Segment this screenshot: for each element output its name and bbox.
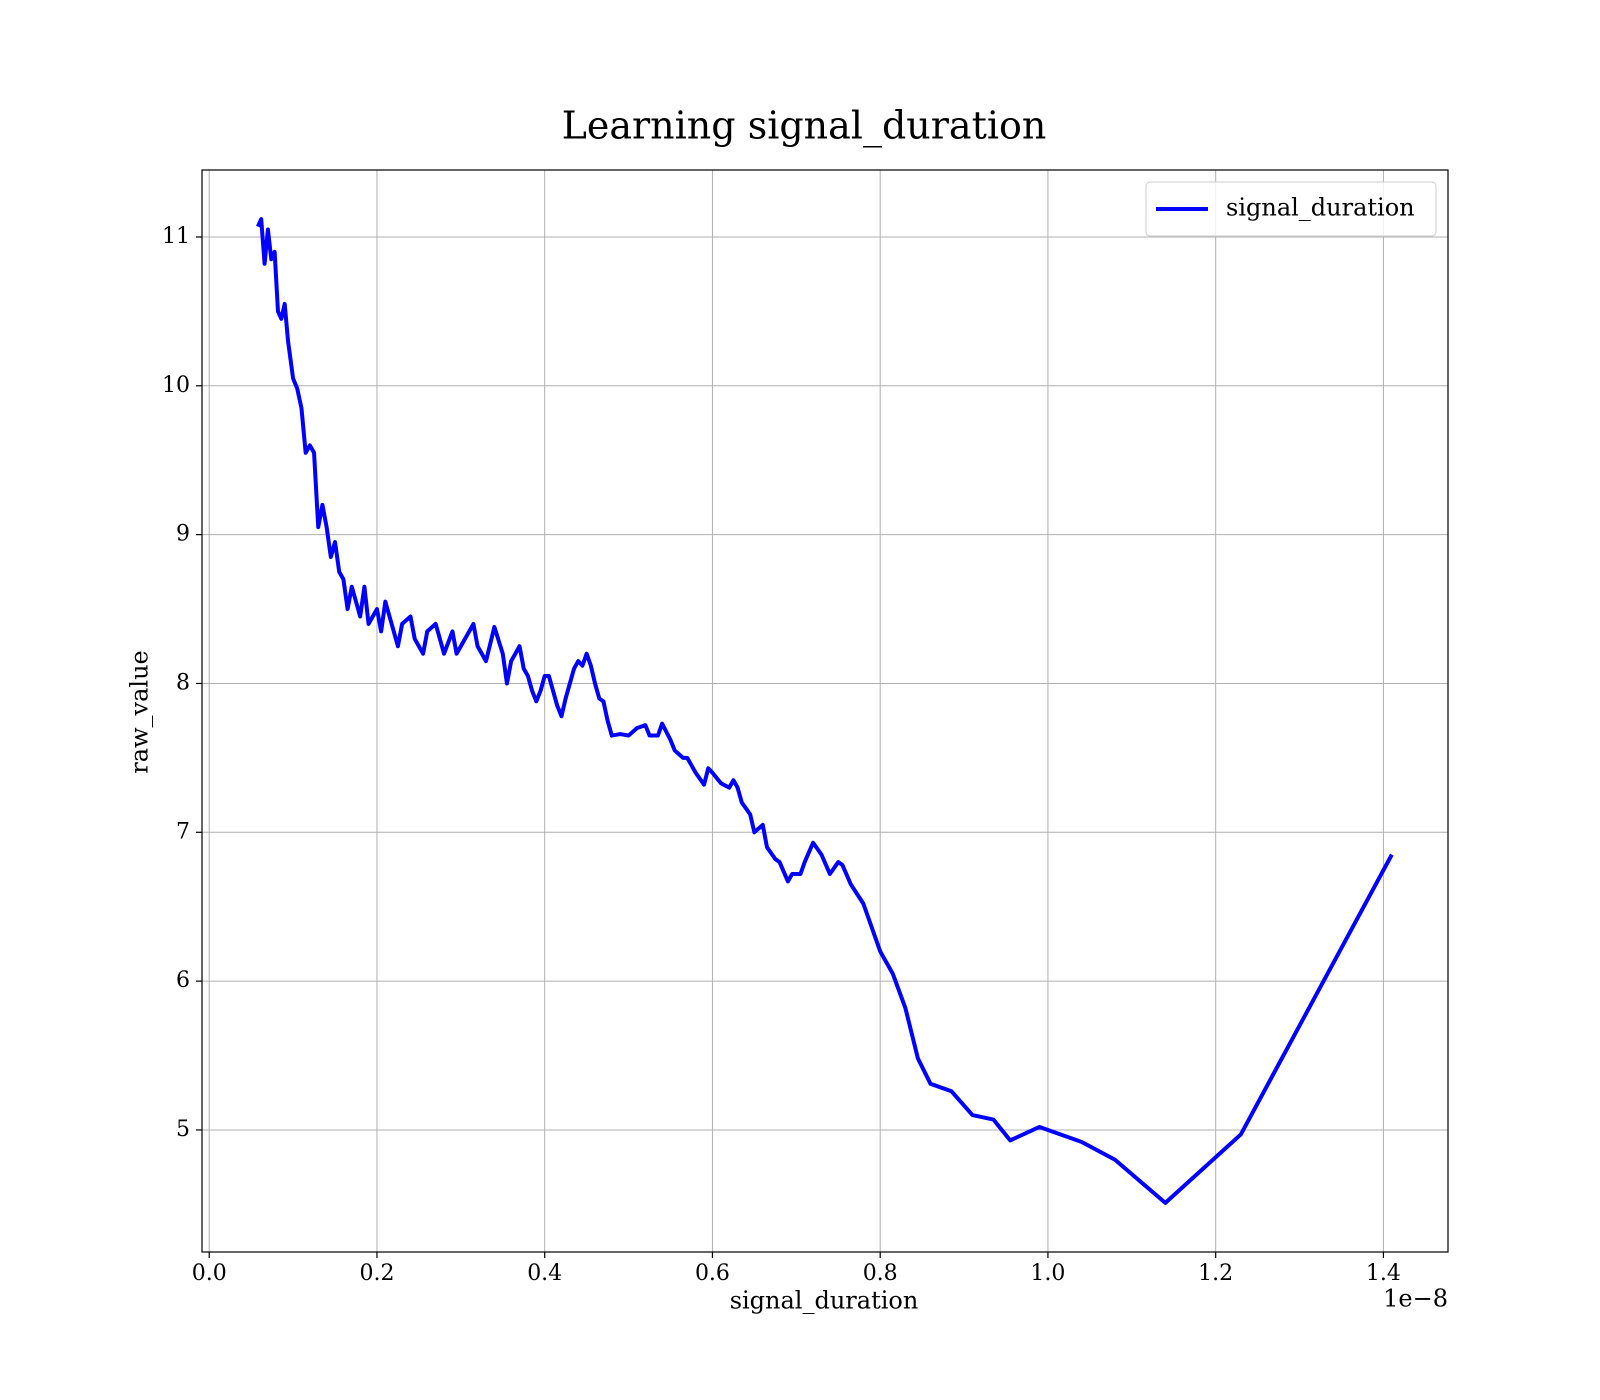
x-tick-label: 1.0 xyxy=(1030,1261,1065,1286)
x-tick-label: 0.2 xyxy=(359,1261,394,1286)
x-tick-label: 0.8 xyxy=(863,1261,898,1286)
y-axis-label: raw_value xyxy=(126,650,154,774)
y-tick-label: 7 xyxy=(176,819,190,844)
legend-box xyxy=(1145,181,1437,237)
x-offset-label: 1e−8 xyxy=(1383,1285,1448,1313)
x-tick-label: 1.4 xyxy=(1366,1261,1401,1286)
x-tick-label: 0.6 xyxy=(695,1261,730,1286)
y-tick-label: 5 xyxy=(176,1117,190,1142)
y-tick-label: 6 xyxy=(176,968,190,993)
plot-frame xyxy=(201,169,1449,1253)
data-line xyxy=(256,217,1394,1205)
x-tick-label: 0.4 xyxy=(527,1261,562,1286)
legend-label: signal_duration xyxy=(1226,194,1415,222)
y-tick-label: 11 xyxy=(162,224,190,249)
y-tick-label: 8 xyxy=(176,670,190,695)
x-tick-label: 1.2 xyxy=(1198,1261,1233,1286)
y-tick-label: 10 xyxy=(162,373,190,398)
y-tick-label: 9 xyxy=(176,522,190,547)
x-axis-label: signal_duration xyxy=(730,1287,919,1315)
x-tick-label: 0.0 xyxy=(192,1261,227,1286)
chart-title: Learning signal_duration xyxy=(562,104,1047,149)
